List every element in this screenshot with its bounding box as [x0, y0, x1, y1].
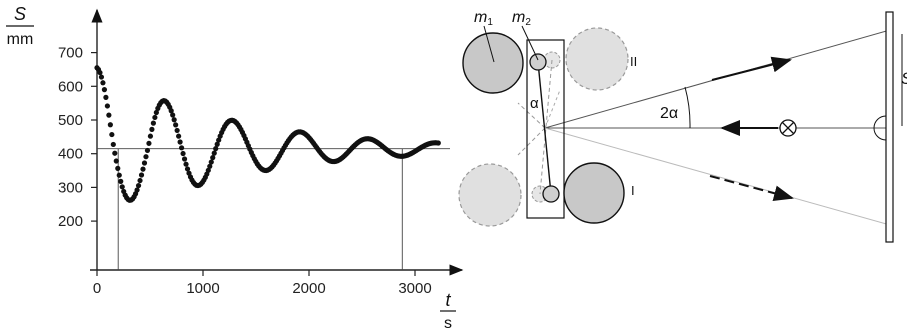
- x-tick-label: 2000: [292, 280, 325, 297]
- data-point: [135, 182, 142, 189]
- data-point: [109, 131, 115, 138]
- data-point: [170, 112, 176, 118]
- y-tick-label: 200: [58, 213, 83, 230]
- ghost-link-upper: [517, 102, 546, 129]
- m1-leader-line: [483, 25, 495, 63]
- scale-screen: [885, 11, 894, 243]
- y-tick-label: 500: [58, 112, 83, 129]
- data-point: [138, 172, 145, 178]
- data-point: [176, 133, 182, 139]
- data-point: [214, 141, 220, 147]
- data-point: [173, 122, 179, 128]
- light-source-icon: [779, 119, 797, 137]
- y-tick-label: 400: [58, 146, 83, 163]
- x-tick-label: 0: [93, 280, 101, 297]
- label-position-2: II: [630, 54, 637, 69]
- data-point: [110, 141, 116, 148]
- data-point: [101, 87, 108, 93]
- data-point: [100, 80, 106, 86]
- data-point: [141, 160, 148, 166]
- data-point: [149, 126, 155, 132]
- y-tick-label: 600: [58, 78, 83, 95]
- ghost-large-sphere-upper: [565, 27, 629, 91]
- data-point: [171, 117, 177, 123]
- data-point: [210, 155, 216, 161]
- x-axis-label-top: t: [445, 290, 451, 310]
- data-point: [181, 156, 188, 162]
- m2-leader-line: [521, 25, 539, 61]
- reflected-beam-lower: [544, 127, 891, 226]
- data-point: [205, 167, 211, 173]
- x-ticks: 0 1000 2000 3000: [93, 270, 432, 297]
- y-tick-label: 700: [58, 45, 83, 62]
- beam-rod: [537, 61, 552, 195]
- data-point: [97, 69, 103, 76]
- ghost-link-upper-right: [544, 89, 561, 129]
- data-point: [134, 187, 140, 193]
- small-sphere-lower: [542, 185, 560, 203]
- data-point: [113, 158, 119, 164]
- data-point: [435, 140, 441, 146]
- data-point: [106, 112, 112, 118]
- ghost-link-lower: [517, 127, 546, 156]
- large-sphere-upper: [462, 32, 524, 94]
- data-point: [143, 154, 149, 160]
- data-point: [180, 150, 186, 157]
- data-point: [213, 146, 219, 152]
- ghost-beam-rod: [539, 59, 553, 195]
- data-point: [147, 133, 154, 139]
- data-point: [119, 184, 125, 190]
- data-point: [144, 147, 151, 154]
- data-point: [98, 74, 105, 80]
- label-s: S: [901, 69, 907, 88]
- large-sphere-lower: [563, 162, 625, 224]
- data-point: [153, 109, 159, 116]
- y-axis-label-top: S: [14, 4, 26, 24]
- data-point: [177, 139, 183, 145]
- data-point: [207, 163, 213, 169]
- data-point: [152, 114, 158, 121]
- data-point: [211, 150, 217, 156]
- beam-arrow-lower-dashed: [709, 175, 794, 202]
- data-point: [118, 178, 124, 184]
- y-tick-label: 300: [58, 179, 83, 196]
- data-point: [104, 103, 110, 109]
- y-ticks: 200 300 400 500 600 700: [58, 45, 97, 230]
- data-point: [107, 122, 113, 128]
- data-points: [94, 65, 441, 203]
- label-alpha: α: [530, 95, 539, 112]
- data-point: [183, 161, 189, 167]
- y-axis-label-bottom: mm: [7, 31, 34, 48]
- data-point: [137, 177, 143, 184]
- balance-housing: [526, 39, 565, 219]
- small-sphere-upper: [529, 53, 547, 71]
- label-m1: m1: [474, 9, 493, 28]
- data-point: [150, 120, 156, 126]
- data-point: [112, 150, 118, 156]
- ghost-large-sphere-lower: [458, 163, 522, 227]
- beam-arrow-upper: [711, 56, 792, 81]
- torsion-balance-diagram: 2α S m1 m2 α II I: [458, 9, 907, 243]
- data-point: [216, 137, 222, 143]
- data-point: [184, 166, 191, 172]
- data-point: [208, 159, 214, 165]
- angle-arc-2alpha: [684, 86, 691, 129]
- data-point: [115, 165, 121, 171]
- data-point: [140, 166, 146, 172]
- data-point: [178, 145, 185, 151]
- x-tick-label: 3000: [398, 280, 431, 297]
- label-2alpha: 2α: [660, 105, 678, 122]
- data-point: [174, 127, 180, 134]
- data-point: [168, 108, 174, 114]
- data-point: [146, 140, 152, 146]
- x-axis-label-bottom: s: [444, 315, 452, 332]
- data-point: [116, 172, 122, 178]
- screen-angle-mark: [873, 115, 887, 141]
- label-position-1: I: [631, 183, 635, 198]
- x-tick-label: 1000: [186, 280, 219, 297]
- data-point: [103, 94, 109, 100]
- label-m2: m2: [512, 9, 531, 28]
